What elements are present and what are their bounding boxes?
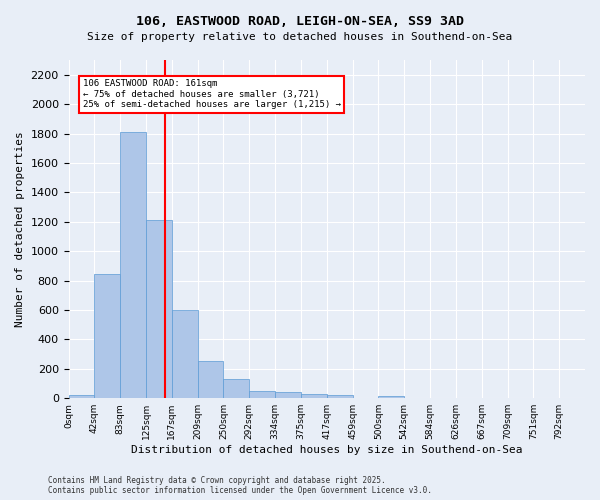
Y-axis label: Number of detached properties: Number of detached properties xyxy=(15,131,25,327)
Bar xyxy=(249,390,275,398)
Bar xyxy=(275,392,301,398)
Bar xyxy=(146,220,172,398)
Bar xyxy=(327,396,353,398)
Bar xyxy=(223,379,249,398)
Bar xyxy=(301,394,327,398)
Text: 106, EASTWOOD ROAD, LEIGH-ON-SEA, SS9 3AD: 106, EASTWOOD ROAD, LEIGH-ON-SEA, SS9 3A… xyxy=(136,15,464,28)
Bar xyxy=(379,396,404,398)
Text: Contains HM Land Registry data © Crown copyright and database right 2025.
Contai: Contains HM Land Registry data © Crown c… xyxy=(48,476,432,495)
X-axis label: Distribution of detached houses by size in Southend-on-Sea: Distribution of detached houses by size … xyxy=(131,445,523,455)
Bar xyxy=(197,360,223,398)
Bar xyxy=(68,394,94,398)
Bar xyxy=(172,310,197,398)
Text: 106 EASTWOOD ROAD: 161sqm
← 75% of detached houses are smaller (3,721)
25% of se: 106 EASTWOOD ROAD: 161sqm ← 75% of detac… xyxy=(83,79,341,109)
Bar xyxy=(120,132,146,398)
Text: Size of property relative to detached houses in Southend-on-Sea: Size of property relative to detached ho… xyxy=(88,32,512,42)
Bar xyxy=(94,274,120,398)
